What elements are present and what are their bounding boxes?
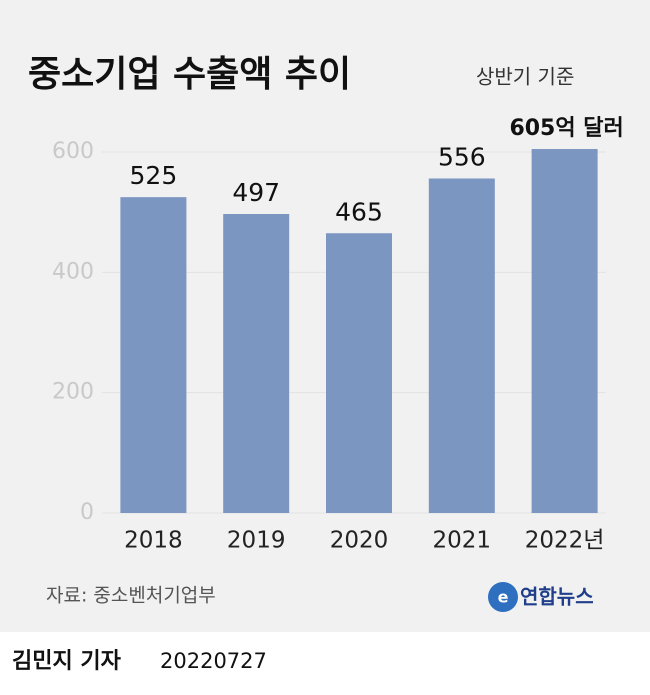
date: 20220727 [160,649,267,673]
bar [326,233,392,513]
bar [531,149,598,513]
y-tick-label: 200 [52,380,94,405]
logo-mark: e [498,588,509,607]
x-tick-label: 2019 [227,528,286,554]
x-tick-label: 2022년 [525,528,605,554]
chart-title: 중소기업 수출액 추이 [28,54,351,95]
logo: e 연합뉴스 [488,582,594,612]
value-label: 556 [438,143,486,172]
value-label: 497 [232,178,280,207]
value-label: 525 [130,161,178,190]
y-tick-label: 400 [52,259,94,284]
y-tick-label: 600 [52,139,94,164]
value-label: 465 [335,197,383,226]
chart-subtitle: 상반기 기준 [476,65,574,89]
source: 자료: 중소벤처기업부 [46,585,216,607]
logo-text: 연합뉴스 [520,585,594,609]
bar [120,197,187,513]
y-tick-label: 0 [80,500,94,525]
logo-icon [488,582,518,612]
x-tick-label: 2020 [330,528,389,554]
value-label: 605억 달러 [509,116,623,141]
bar [223,213,290,513]
x-tick-label: 2018 [124,528,183,554]
reporter: 김민지 기자 [12,649,122,674]
x-tick-label: 2021 [433,528,492,554]
bar [428,178,495,513]
